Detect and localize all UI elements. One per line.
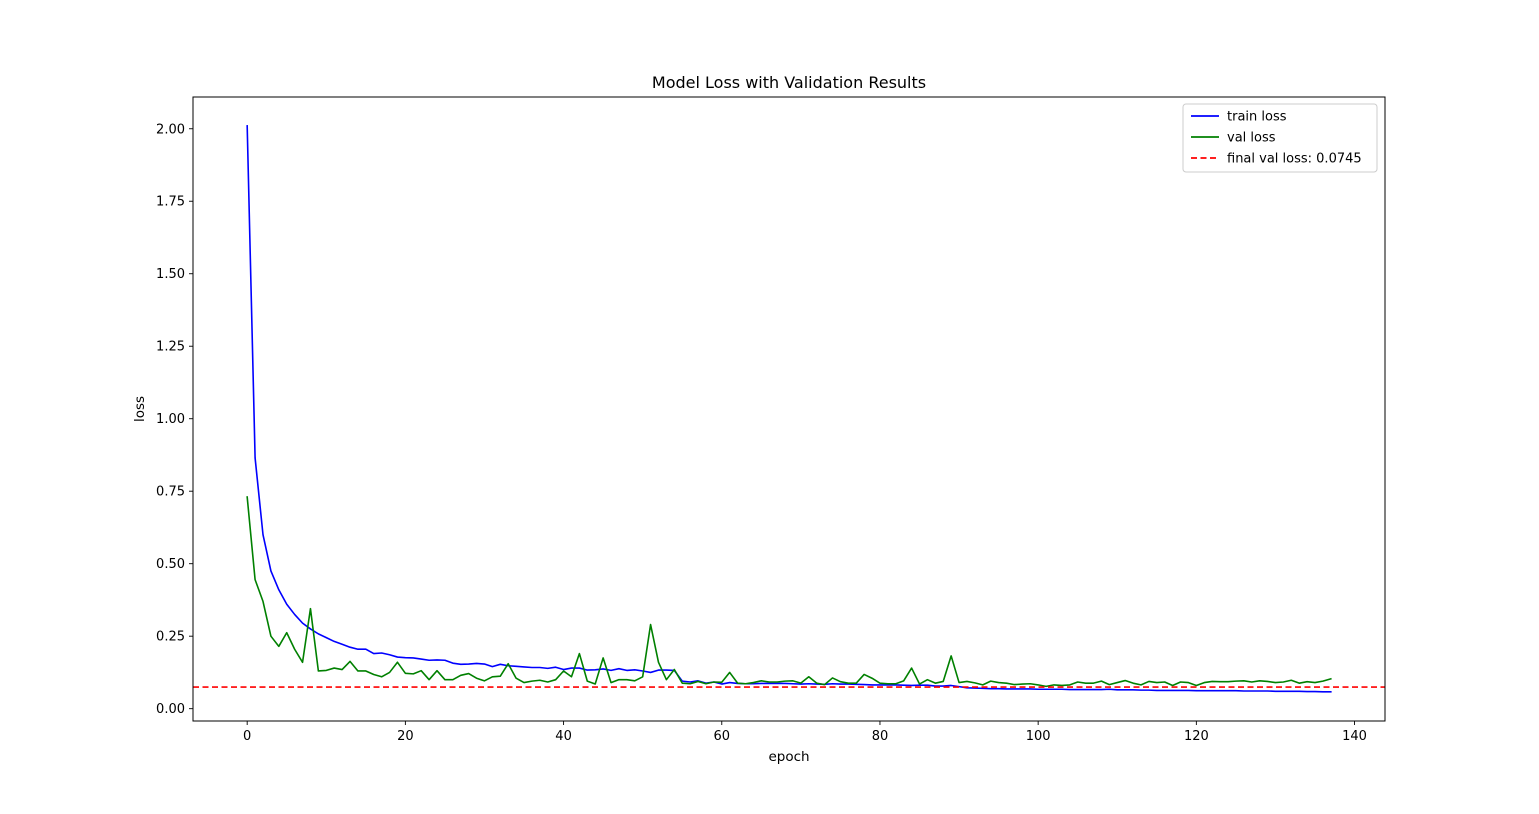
ticks-layer: 0 20 40 60 80 100 120 140 0.00 0.25 0.50 0.75 1.00 1.… [156, 122, 1367, 744]
legend-box [1182, 103, 1378, 173]
y-tick-label: 1.75 [156, 195, 185, 210]
y-tick-label: 1.25 [156, 340, 185, 355]
series-line-val-loss [246, 496, 1332, 688]
y-tick-label: 1.00 [156, 412, 185, 427]
legend-label: final val loss: 0.0745 [1227, 152, 1362, 167]
legend: train loss val loss final val loss: 0.0745 [1182, 103, 1378, 173]
legend-label: train loss [1227, 110, 1287, 125]
x-tick-label: 120 [1184, 729, 1209, 744]
x-tick-label: 80 [872, 729, 889, 744]
marks-layer [193, 125, 1385, 693]
x-axis-label: epoch [768, 749, 809, 765]
x-tick-label: 140 [1342, 729, 1367, 744]
y-axis-label: loss [132, 396, 148, 422]
axes-frame [192, 96, 1386, 722]
x-tick-label: 100 [1026, 729, 1051, 744]
series-line-train-loss [246, 125, 1332, 693]
x-tick-label: 20 [397, 729, 414, 744]
x-tick-label: 0 [243, 729, 251, 744]
y-tick-label: 0.75 [156, 485, 185, 500]
y-tick-label: 1.50 [156, 267, 185, 282]
y-tick-label: 0.25 [156, 630, 185, 645]
x-tick-label: 60 [713, 729, 730, 744]
chart-title: Model Loss with Validation Results [652, 73, 926, 92]
y-tick-label: 0.00 [156, 702, 185, 717]
legend-label: val loss [1227, 131, 1276, 146]
x-tick-label: 40 [555, 729, 572, 744]
y-tick-label: 2.00 [156, 122, 185, 137]
y-tick-label: 0.50 [156, 557, 185, 572]
